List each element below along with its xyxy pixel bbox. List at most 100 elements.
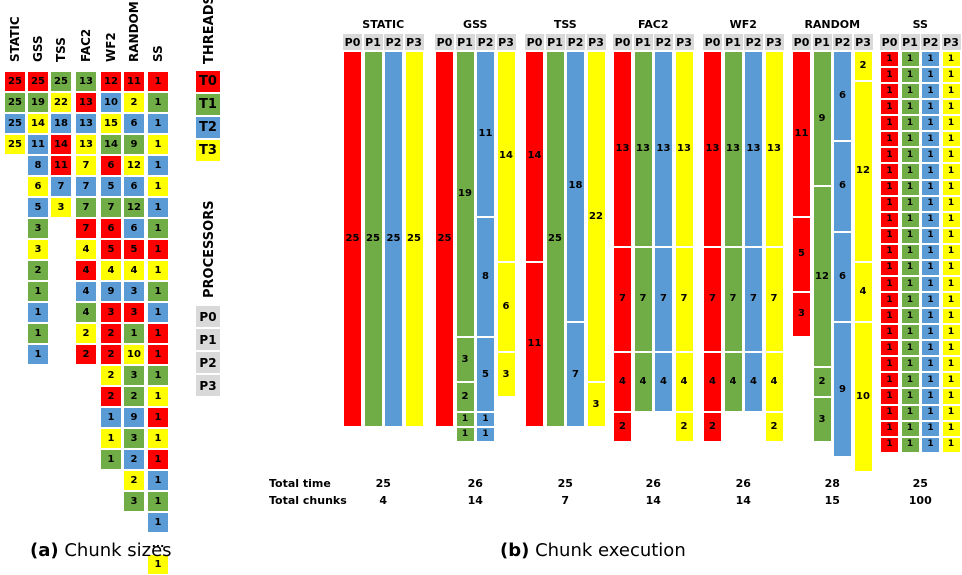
proc-header: P3 — [586, 34, 606, 50]
proc-header: P2 — [833, 34, 852, 50]
total-chunks-wf2: 14 — [735, 494, 751, 507]
exec-chunk: 1 — [880, 356, 899, 373]
left-cell: 3 — [123, 281, 145, 302]
exec-chunk: 22 — [586, 51, 606, 383]
left-cell: 1 — [100, 449, 122, 470]
exec-chunk: 1 — [880, 420, 899, 437]
exec-chunk: 1 — [921, 324, 940, 341]
total-chunks-static: 4 — [379, 494, 388, 507]
total-time-ss: 25 — [912, 477, 928, 490]
exec-chunk: 1 — [921, 147, 940, 164]
exec-chunk: 25 — [545, 51, 565, 428]
left-header-gss: GSS — [31, 35, 45, 62]
exec-chunk: 13 — [703, 51, 722, 247]
left-header-ss: SS — [151, 45, 165, 62]
left-cell: 1 — [147, 428, 169, 449]
left-cell: 4 — [75, 302, 97, 323]
exec-chunk: 1 — [941, 51, 961, 68]
thread-t0: T0 — [196, 71, 220, 92]
total-chunks-gss: 14 — [467, 494, 483, 507]
exec-chunk: 1 — [880, 131, 899, 148]
exec-chunk: 6 — [833, 231, 852, 322]
left-cell: 14 — [27, 113, 49, 134]
exec-chunk: 25 — [384, 51, 403, 428]
exec-chunk: 2 — [703, 412, 722, 443]
exec-chunk: 1 — [921, 275, 940, 293]
exec-chunk: 25 — [435, 51, 454, 428]
left-cell: 4 — [123, 260, 145, 281]
total-time-static: 25 — [375, 477, 391, 490]
exec-chunk: 25 — [343, 51, 362, 428]
left-cell: 1 — [27, 302, 49, 323]
group-title-gss: GSS — [463, 18, 488, 31]
exec-chunk: 1 — [921, 67, 940, 84]
exec-chunk: 1 — [880, 163, 899, 180]
exec-chunk: 13 — [674, 51, 694, 247]
left-cell: 2 — [100, 365, 122, 386]
left-cell: 1 — [147, 407, 169, 428]
left-cell: 13 — [75, 92, 97, 113]
group-title-ss: SS — [912, 18, 928, 31]
left-cell: 11 — [27, 134, 49, 155]
exec-chunk: 1 — [880, 275, 899, 293]
exec-chunk: 11 — [476, 51, 495, 217]
left-cell: 1 — [147, 512, 169, 533]
left-cell: 14 — [100, 134, 122, 155]
left-cell: 1 — [100, 407, 122, 428]
left-cell: 3 — [123, 302, 145, 323]
left-cell: 9 — [100, 281, 122, 302]
exec-chunk: 1 — [921, 292, 940, 309]
exec-chunk: 3 — [586, 382, 606, 428]
exec-chunk: 19 — [455, 51, 475, 337]
left-cell: 6 — [123, 176, 145, 197]
exec-chunk: 7 — [744, 246, 763, 352]
exec-chunk: 1 — [455, 412, 475, 428]
exec-chunk: 1 — [900, 308, 920, 325]
exec-chunk: 1 — [900, 227, 920, 244]
left-cell: 1 — [27, 281, 49, 302]
exec-chunk: 1 — [941, 372, 961, 389]
left-cell: 1 — [147, 176, 169, 197]
left-cell: 2 — [123, 470, 145, 491]
proc-header: P3 — [674, 34, 694, 50]
caption-a-tag: (a) — [30, 540, 59, 561]
exec-chunk: 6 — [496, 261, 516, 352]
proc-header: P0 — [613, 34, 632, 50]
exec-chunk: 1 — [900, 356, 920, 373]
exec-chunk: 1 — [880, 372, 899, 389]
exec-chunk: 1 — [900, 83, 920, 100]
left-cell: 5 — [100, 239, 122, 260]
left-cell: 7 — [75, 197, 97, 218]
left-cell: 3 — [123, 428, 145, 449]
exec-chunk: 2 — [455, 382, 475, 413]
left-cell: 7 — [75, 218, 97, 239]
left-cell: 3 — [100, 302, 122, 323]
exec-chunk: 10 — [853, 321, 873, 473]
exec-chunk: 13 — [654, 51, 673, 247]
exec-chunk: 1 — [900, 259, 920, 276]
exec-chunk: 8 — [476, 216, 495, 337]
exec-chunk: 1 — [900, 51, 920, 68]
exec-chunk: 1 — [941, 292, 961, 309]
left-cell: 1 — [123, 323, 145, 344]
left-cell: 2 — [100, 323, 122, 344]
proc-header: P1 — [545, 34, 565, 50]
exec-chunk: 1 — [880, 115, 899, 132]
exec-chunk: 3 — [792, 291, 811, 337]
total-chunks-label: Total chunks — [269, 494, 347, 507]
exec-chunk: 6 — [833, 141, 852, 232]
left-cell: 1 — [147, 239, 169, 260]
total-chunks-fac2: 14 — [645, 494, 661, 507]
left-cell: 1 — [147, 134, 169, 155]
left-cell: 1 — [147, 155, 169, 176]
caption-b-tag: (b) — [500, 540, 530, 561]
exec-chunk: 1 — [941, 356, 961, 373]
exec-chunk: 1 — [941, 340, 961, 357]
processor-p2: P2 — [196, 352, 220, 373]
left-cell: 1 — [147, 449, 169, 470]
proc-header: P0 — [343, 34, 362, 50]
left-cell: 1 — [147, 218, 169, 239]
exec-chunk: 1 — [880, 195, 899, 212]
exec-chunk: 18 — [566, 51, 585, 322]
